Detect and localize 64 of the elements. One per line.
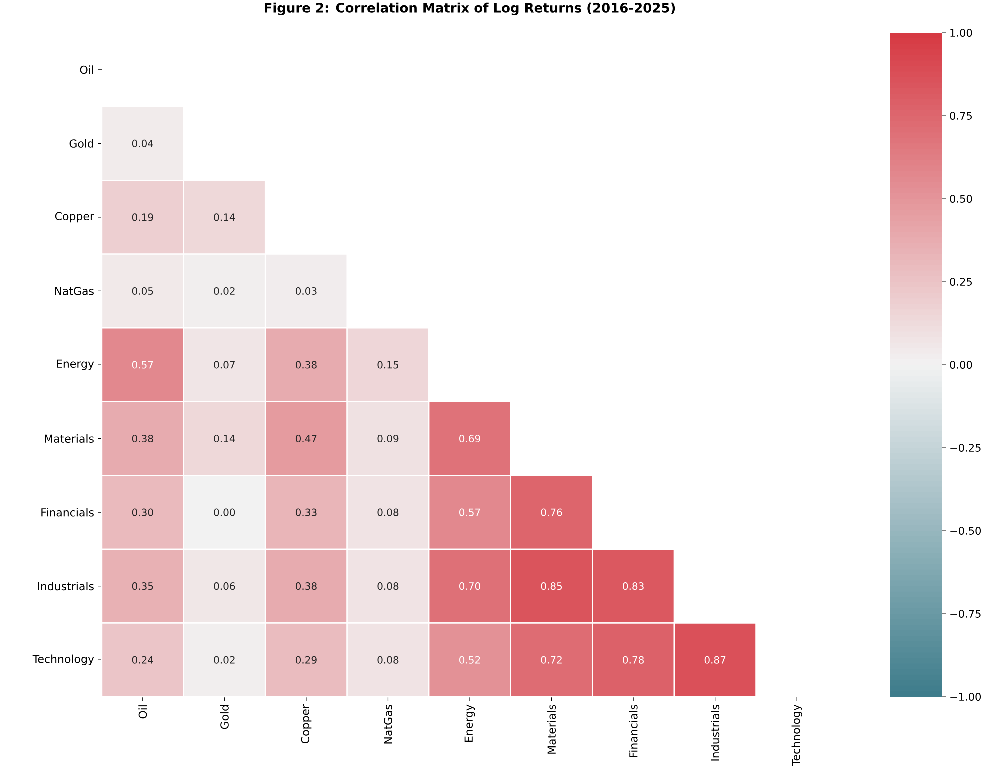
data-label: 0.57 [132,361,154,369]
data-label: 0.69 [460,434,480,443]
data-label: 0.03 [296,287,317,295]
data-label: 0.14 [214,214,236,222]
color-bar-label: 1.00 [950,29,972,37]
data-label: 0.85 [541,582,562,590]
data-label: 0.29 [296,656,317,664]
x-tick-label: Materials [548,705,556,754]
y-tick-label: Industrials [38,582,94,591]
data-label: 0.33 [296,508,317,516]
data-label: 0.02 [214,656,235,664]
data-label: 0.05 [132,287,154,295]
data-label: 0.57 [460,508,480,516]
data-label: 0.72 [541,656,562,664]
color-bar-label: −1.00 [950,693,982,701]
data-label: 0.07 [214,361,235,369]
y-tick-label: Technology [32,654,94,666]
data-label: 0.19 [132,214,154,222]
y-tick-label: Energy [57,360,94,370]
x-tick-label: Technology [792,704,802,766]
color-bar-label: −0.25 [950,444,981,452]
data-label: 0.08 [378,582,399,590]
data-label: 0.35 [132,582,154,590]
data-label: 0.24 [132,656,154,664]
color-bar-label: 0.25 [950,278,972,286]
data-label: 0.00 [214,508,236,516]
y-tick-label: Copper [55,212,94,223]
data-label: 0.38 [132,434,154,443]
data-label: 0.08 [378,508,399,516]
data-label: 0.38 [296,361,317,369]
color-bar-label: −0.50 [950,527,982,535]
x-tick-label: Financials [629,705,638,758]
data-label: 0.47 [296,434,317,443]
color-bar-label: 0.50 [950,195,972,203]
data-label: 0.02 [214,287,235,295]
y-tick-label: Materials [45,434,94,444]
y-tick-label: NatGas [55,287,94,296]
color-bar-label: 0.75 [950,112,972,120]
x-tick-label: Energy [464,704,476,742]
data-label: 0.38 [296,582,317,590]
data-label: 0.14 [214,434,236,443]
y-tick-label: Gold [70,139,94,148]
color-bar-label: −0.75 [950,610,981,618]
data-label: 0.87 [704,656,726,664]
color-bar-label: 0.00 [950,361,972,369]
data-label: 0.78 [623,656,644,664]
x-tick-label: Industrials [711,705,720,761]
data-label: 0.52 [460,656,480,664]
x-tick-label: NatGas [384,705,392,744]
data-label: 0.09 [378,434,399,443]
chart-title: Figure 2: Correlation Matrix of Log Returns (2016-2025) [264,2,676,16]
x-tick-label: Oil [138,706,148,719]
x-tick-label: Copper [301,704,312,744]
data-label: 0.83 [623,582,644,590]
y-tick-label: Oil [80,66,94,74]
data-label: 0.15 [378,361,398,369]
data-label: 0.30 [132,508,154,516]
data-label: 0.76 [541,508,562,516]
data-label: 0.70 [460,582,480,590]
data-label: 0.08 [378,656,399,664]
x-tick-label: Gold [220,706,229,730]
data-label: 0.06 [214,582,236,590]
y-tick-label: Financials [42,508,94,517]
data-label: 0.04 [132,140,154,148]
